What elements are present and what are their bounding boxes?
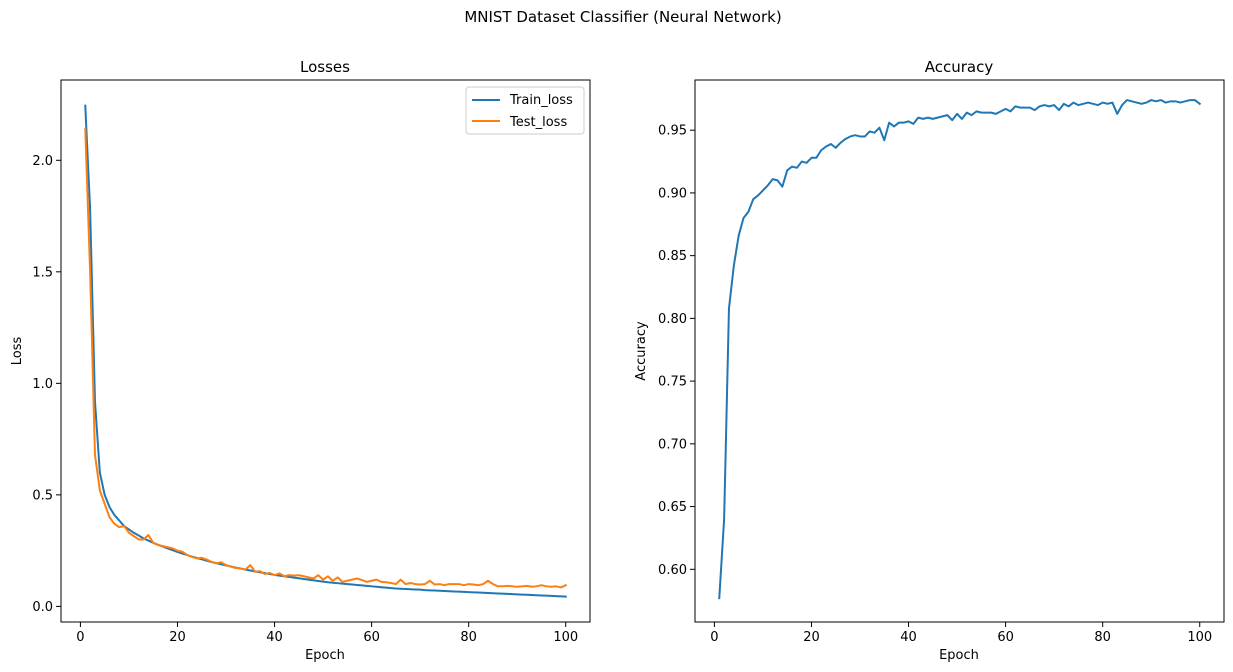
- losses-xlabel: Epoch: [305, 648, 345, 663]
- losses-chart: Losses 0 20 40 60 80 100 0.0 0.5 1.0 1.5 2.0 Epoch…: [10, 58, 591, 663]
- accuracy-ytick-label: 0.95: [658, 124, 687, 139]
- figure-suptitle: MNIST Dataset Classifier (Neural Network…: [464, 8, 781, 26]
- accuracy-chart-title: Accuracy: [925, 58, 994, 76]
- accuracy-ytick-label: 0.90: [658, 186, 687, 201]
- legend-train-loss-label: Train_loss: [509, 93, 573, 108]
- accuracy-chart: Accuracy 0 20 40 60 80 100 0.60 0.65 0.70 0.75 0.8…: [634, 58, 1225, 663]
- losses-ytick-label: 1.0: [32, 377, 53, 392]
- losses-ytick-label: 1.5: [32, 265, 53, 280]
- losses-ticks: 0 20 40 60 80 100 0.0 0.5 1.0 1.5 2.0: [32, 154, 578, 645]
- accuracy-plot-frame: [694, 79, 1225, 623]
- losses-ylabel: Loss: [10, 337, 25, 366]
- losses-plot-frame: [60, 79, 591, 623]
- accuracy-xtick-label: 100: [1187, 630, 1212, 645]
- accuracy-ytick-label: 0.65: [658, 500, 687, 515]
- accuracy-ytick-label: 0.60: [658, 563, 687, 578]
- accuracy-ytick-label: 0.75: [658, 375, 687, 390]
- losses-legend: Train_loss Test_loss: [465, 86, 585, 135]
- legend-test-loss-label: Test_loss: [509, 115, 567, 130]
- accuracy-plot-lines: [718, 99, 1202, 600]
- losses-xtick-label: 20: [169, 630, 186, 645]
- losses-xtick-label: 0: [76, 630, 84, 645]
- losses-ytick-label: 2.0: [32, 154, 53, 169]
- losses-xtick-label: 40: [266, 630, 283, 645]
- losses-xtick-label: 80: [460, 630, 477, 645]
- accuracy-xtick-label: 60: [997, 630, 1014, 645]
- accuracy-ticks: 0 20 40 60 80 100 0.60 0.65 0.70 0.75 0.80 0.85 0.90…: [658, 124, 1212, 645]
- accuracy-ytick-label: 0.70: [658, 437, 687, 452]
- losses-xtick-label: 60: [363, 630, 380, 645]
- accuracy-xtick-label: 20: [803, 630, 820, 645]
- accuracy-xtick-label: 80: [1094, 630, 1111, 645]
- losses-series-test-loss: [84, 128, 568, 589]
- legend-box: [465, 86, 585, 135]
- losses-plot-lines: [84, 104, 568, 598]
- accuracy-xlabel: Epoch: [939, 648, 979, 663]
- accuracy-xtick-label: 40: [900, 630, 917, 645]
- accuracy-ytick-label: 0.80: [658, 312, 687, 327]
- accuracy-series-line-0: [718, 99, 1202, 600]
- losses-ytick-label: 0.5: [32, 488, 53, 503]
- accuracy-ytick-label: 0.85: [658, 249, 687, 264]
- accuracy-xtick-label: 0: [710, 630, 718, 645]
- losses-ytick-label: 0.0: [32, 600, 53, 615]
- losses-chart-title: Losses: [300, 58, 350, 76]
- losses-xtick-label: 100: [553, 630, 578, 645]
- accuracy-ylabel: Accuracy: [634, 321, 649, 381]
